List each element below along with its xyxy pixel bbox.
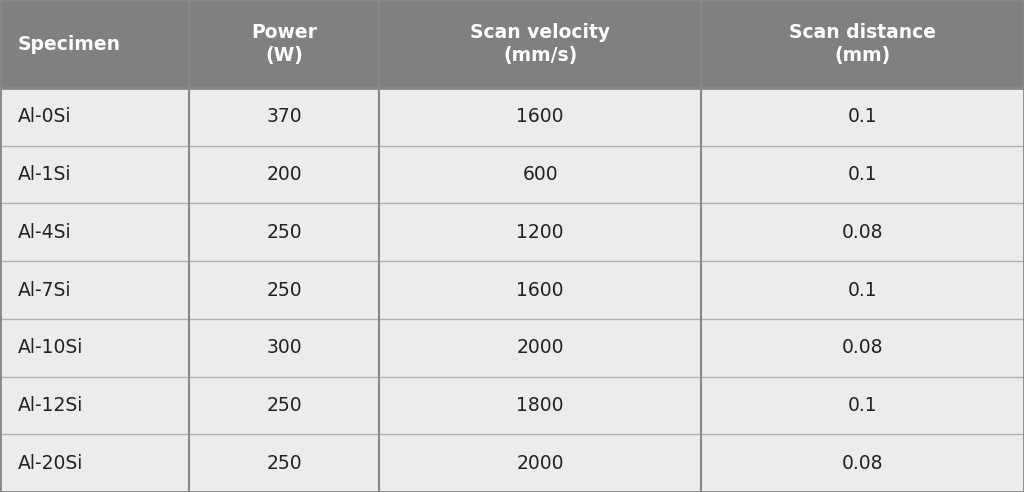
Text: Scan velocity
(mm/s): Scan velocity (mm/s): [470, 23, 610, 65]
Text: Al-7Si: Al-7Si: [18, 280, 72, 300]
Bar: [379, 261, 701, 319]
Bar: [701, 0, 1024, 88]
Text: 250: 250: [266, 454, 302, 473]
Bar: [0, 261, 189, 319]
Bar: [189, 376, 379, 434]
Text: Scan distance
(mm): Scan distance (mm): [790, 23, 936, 65]
Bar: [379, 88, 701, 146]
Text: 250: 250: [266, 396, 302, 415]
Bar: [189, 203, 379, 261]
Text: 300: 300: [266, 338, 302, 357]
Text: Al-4Si: Al-4Si: [18, 223, 72, 242]
Bar: [379, 146, 701, 203]
Bar: [189, 319, 379, 376]
Bar: [701, 434, 1024, 492]
Bar: [701, 261, 1024, 319]
Bar: [0, 88, 189, 146]
Text: Al-1Si: Al-1Si: [18, 165, 72, 184]
Bar: [0, 376, 189, 434]
Text: Al-10Si: Al-10Si: [18, 338, 83, 357]
Bar: [0, 319, 189, 376]
Text: 0.08: 0.08: [842, 338, 884, 357]
Bar: [701, 146, 1024, 203]
Text: Al-12Si: Al-12Si: [18, 396, 83, 415]
Text: 370: 370: [266, 107, 302, 126]
Bar: [701, 319, 1024, 376]
Bar: [189, 261, 379, 319]
Text: 1200: 1200: [516, 223, 564, 242]
Text: Specimen: Specimen: [18, 34, 121, 54]
Bar: [379, 0, 701, 88]
Text: Al-0Si: Al-0Si: [18, 107, 72, 126]
Text: 0.1: 0.1: [848, 107, 878, 126]
Bar: [701, 88, 1024, 146]
Text: Al-20Si: Al-20Si: [18, 454, 83, 473]
Bar: [379, 319, 701, 376]
Text: Power
(W): Power (W): [251, 23, 317, 65]
Text: 1600: 1600: [516, 280, 564, 300]
Bar: [701, 376, 1024, 434]
Text: 0.1: 0.1: [848, 165, 878, 184]
Bar: [0, 0, 189, 88]
Text: 2000: 2000: [516, 338, 564, 357]
Text: 1600: 1600: [516, 107, 564, 126]
Text: 200: 200: [266, 165, 302, 184]
Text: 0.08: 0.08: [842, 454, 884, 473]
Bar: [189, 146, 379, 203]
Bar: [0, 146, 189, 203]
Text: 0.08: 0.08: [842, 223, 884, 242]
Text: 250: 250: [266, 280, 302, 300]
Bar: [379, 376, 701, 434]
Text: 0.1: 0.1: [848, 280, 878, 300]
Text: 250: 250: [266, 223, 302, 242]
Bar: [701, 203, 1024, 261]
Bar: [189, 0, 379, 88]
Bar: [379, 203, 701, 261]
Text: 600: 600: [522, 165, 558, 184]
Bar: [189, 88, 379, 146]
Bar: [379, 434, 701, 492]
Bar: [0, 203, 189, 261]
Text: 0.1: 0.1: [848, 396, 878, 415]
Bar: [0, 434, 189, 492]
Text: 2000: 2000: [516, 454, 564, 473]
Text: 1800: 1800: [516, 396, 564, 415]
Bar: [189, 434, 379, 492]
